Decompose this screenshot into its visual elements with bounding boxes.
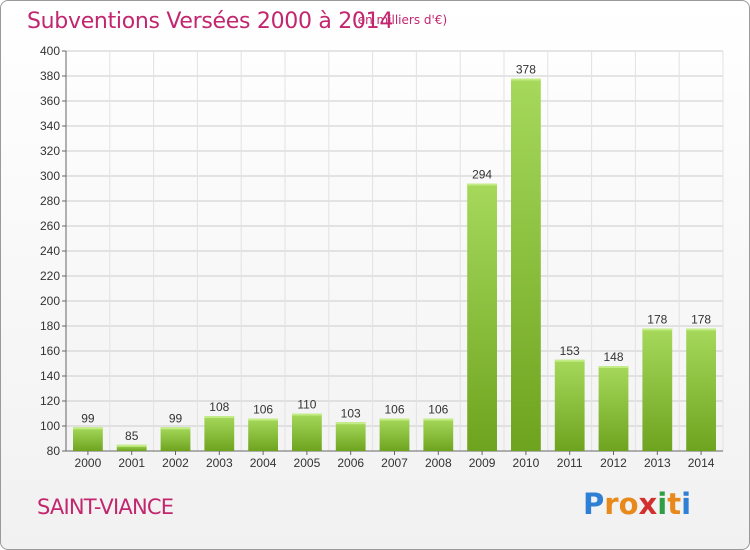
chart-subtitle: (en milliers d'€) bbox=[353, 13, 448, 27]
x-tick-label: 2004 bbox=[250, 456, 277, 470]
bar-2005 bbox=[292, 413, 322, 451]
data-label: 153 bbox=[560, 344, 580, 358]
logo-letter: r bbox=[604, 487, 619, 521]
data-label: 148 bbox=[603, 350, 623, 364]
y-tick-label: 300 bbox=[40, 169, 60, 183]
bar-2010 bbox=[511, 78, 541, 451]
bar-2013 bbox=[642, 328, 673, 451]
bar-highlight bbox=[204, 416, 235, 418]
bar-highlight bbox=[554, 359, 585, 362]
y-tick-label: 100 bbox=[40, 419, 60, 433]
data-label: 178 bbox=[691, 313, 711, 327]
bar-2008 bbox=[423, 418, 454, 451]
x-tick-label: 2005 bbox=[294, 456, 321, 470]
bar-2007 bbox=[379, 418, 410, 451]
data-label: 103 bbox=[341, 406, 361, 420]
bar-2004 bbox=[248, 418, 278, 451]
bar-2003 bbox=[204, 416, 235, 451]
x-tick-label: 2013 bbox=[644, 456, 671, 470]
bar-2002 bbox=[160, 427, 191, 451]
data-label: 85 bbox=[125, 429, 139, 443]
data-label: 106 bbox=[253, 403, 273, 417]
bar-2011 bbox=[554, 359, 585, 451]
y-tick-label: 340 bbox=[40, 119, 60, 133]
y-tick-label: 220 bbox=[40, 269, 60, 283]
data-label: 99 bbox=[81, 411, 95, 425]
data-label: 106 bbox=[384, 403, 404, 417]
bar-highlight bbox=[423, 418, 454, 421]
bar-2001 bbox=[116, 444, 147, 451]
bar-highlight bbox=[379, 418, 410, 421]
y-tick-label: 200 bbox=[40, 294, 60, 308]
bar-highlight bbox=[116, 444, 147, 447]
logo-letter: i bbox=[657, 487, 668, 521]
bar-2012 bbox=[598, 366, 629, 451]
logo-letter: P bbox=[583, 487, 605, 521]
x-tick-label: 2000 bbox=[75, 456, 102, 470]
bar-highlight bbox=[335, 422, 366, 425]
chart-title: Subventions Versées 2000 à 2014 bbox=[27, 9, 394, 34]
logo-letter: i bbox=[681, 487, 692, 521]
logo-letter: o bbox=[618, 487, 639, 521]
logo-letter: x bbox=[638, 487, 658, 521]
x-tick-label: 2011 bbox=[557, 456, 583, 470]
bar-highlight bbox=[248, 418, 278, 421]
x-tick-label: 2001 bbox=[118, 456, 145, 470]
data-label: 108 bbox=[209, 400, 229, 414]
x-tick-label: 2010 bbox=[513, 456, 540, 470]
y-tick-label: 320 bbox=[40, 144, 60, 158]
bar-2009 bbox=[467, 183, 497, 451]
x-tick-label: 2014 bbox=[688, 456, 715, 470]
x-tick-label: 2002 bbox=[162, 456, 189, 470]
label-layer: 99 85 99 108 106 110 103 106 106 294 378 153 148 178 1… bbox=[81, 63, 711, 443]
proxiti-logo[interactable]: Proxiti bbox=[583, 487, 691, 521]
data-label: 99 bbox=[169, 411, 183, 425]
y-tick-label: 140 bbox=[40, 369, 60, 383]
bar-2000 bbox=[73, 427, 103, 451]
data-label: 110 bbox=[297, 398, 316, 412]
data-label: 106 bbox=[428, 403, 448, 417]
data-label: 294 bbox=[472, 168, 492, 182]
bar-highlight bbox=[73, 427, 103, 430]
bar-highlight bbox=[467, 183, 497, 186]
bar-highlight bbox=[511, 78, 541, 81]
y-tick-label: 240 bbox=[40, 244, 60, 258]
x-tick-label: 2006 bbox=[337, 456, 364, 470]
y-tick-label: 260 bbox=[40, 219, 60, 233]
x-tick-label: 2012 bbox=[600, 456, 627, 470]
x-tick-label: 2009 bbox=[469, 456, 496, 470]
y-tick-label: 180 bbox=[40, 319, 60, 333]
y-tick-label: 120 bbox=[40, 394, 60, 408]
y-tick-label: 280 bbox=[40, 194, 60, 208]
bar-2006 bbox=[335, 422, 366, 451]
y-tick-label: 400 bbox=[40, 44, 60, 58]
bar-highlight bbox=[642, 328, 673, 331]
bar-highlight bbox=[686, 328, 716, 331]
commune-name: SAINT-VIANCE bbox=[37, 495, 174, 519]
data-label: 378 bbox=[516, 63, 536, 77]
bar-layer bbox=[73, 78, 716, 451]
y-tick-label: 360 bbox=[40, 94, 60, 108]
y-tick-label: 380 bbox=[40, 69, 60, 83]
x-tick-label: 2003 bbox=[206, 456, 233, 470]
bar-highlight bbox=[160, 427, 191, 430]
y-tick-label: 80 bbox=[47, 444, 61, 458]
x-tick-label: 2007 bbox=[381, 456, 408, 470]
bar-highlight bbox=[292, 413, 322, 416]
bar-highlight bbox=[598, 366, 629, 368]
x-tick-label: 2008 bbox=[425, 456, 452, 470]
bar-2014 bbox=[686, 328, 716, 451]
y-tick-label: 160 bbox=[40, 344, 60, 358]
data-label: 178 bbox=[647, 313, 667, 327]
logo-letter: t bbox=[667, 487, 682, 521]
